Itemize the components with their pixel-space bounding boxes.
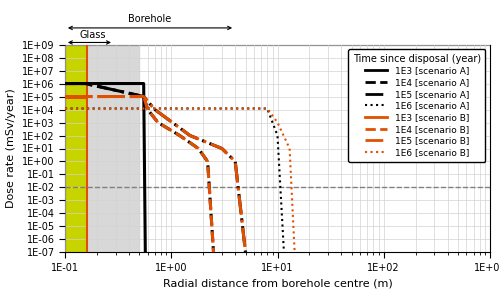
Bar [65, 45, 86, 252]
Bar [86, 45, 140, 252]
Text: Borehole: Borehole [128, 14, 172, 24]
Y-axis label: Dose rate (mSv/year): Dose rate (mSv/year) [6, 89, 16, 208]
X-axis label: Radial distance from borehole centre (m): Radial distance from borehole centre (m) [162, 278, 392, 288]
Text: Glass: Glass [80, 30, 106, 40]
Legend: 1E3 [scenario A], 1E4 [scenario A], 1E5 [scenario A], 1E6 [scenario A], 1E3 [sce: 1E3 [scenario A], 1E4 [scenario A], 1E5 … [348, 49, 486, 162]
